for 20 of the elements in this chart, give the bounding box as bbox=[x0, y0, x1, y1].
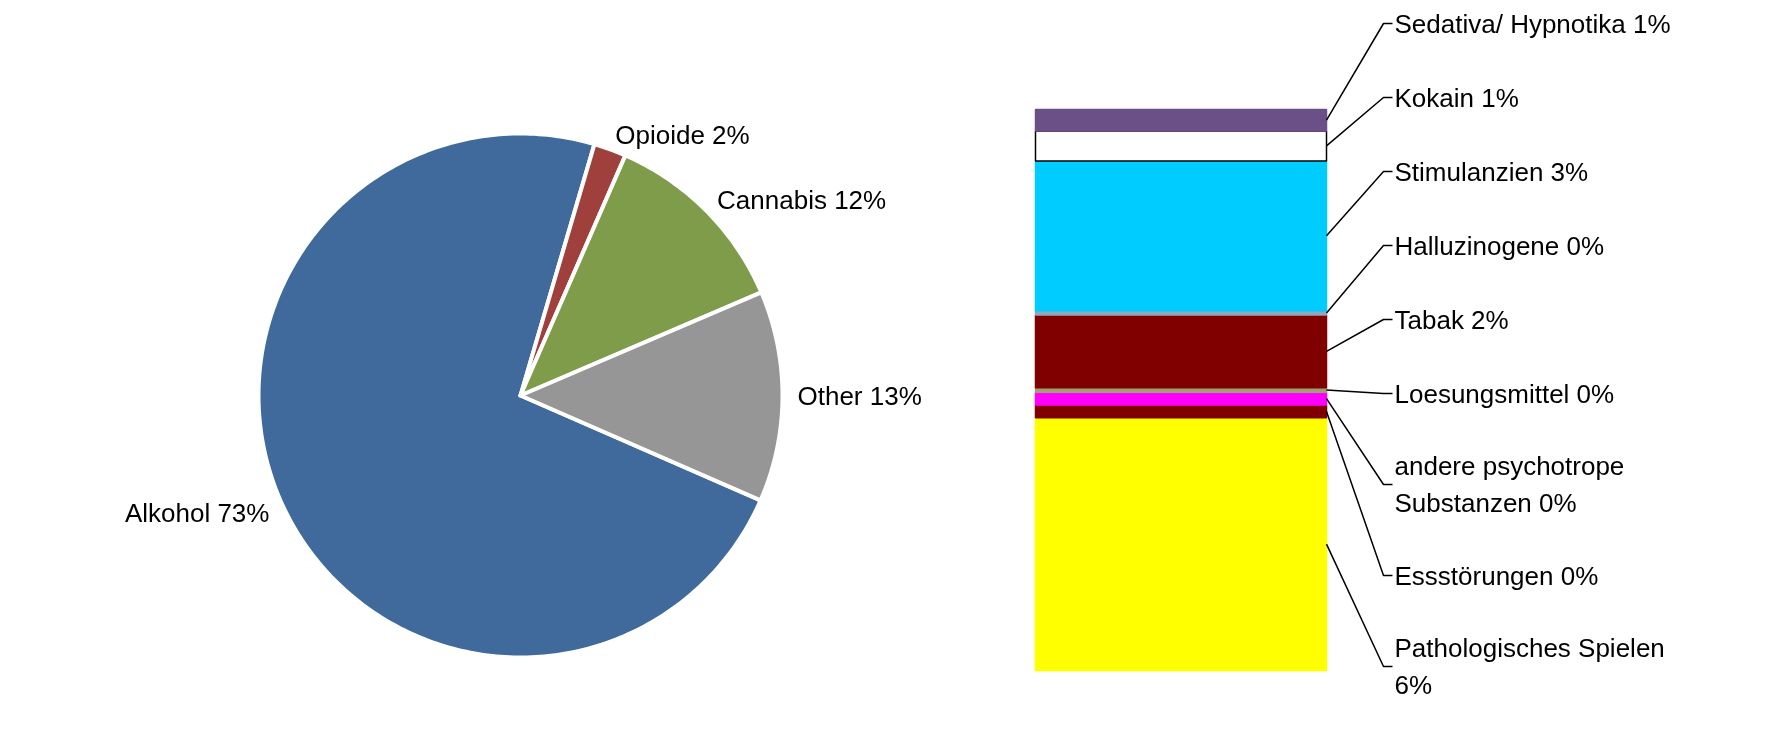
slice-label: Opioide 2% bbox=[615, 120, 750, 151]
bar bbox=[1034, 391, 1328, 406]
text: Essstörungen 0% bbox=[1394, 560, 1599, 591]
slice-label: Other 13% bbox=[797, 381, 922, 412]
text: andere psychotrope Substanzen 0% bbox=[1394, 450, 1625, 519]
slice-label: Cannabis 12% bbox=[717, 185, 887, 216]
text: Halluzinogene 0% bbox=[1394, 230, 1605, 261]
text: Sedativa/ Hypnotika 1% bbox=[1394, 8, 1671, 39]
bar bbox=[1034, 108, 1328, 132]
bar bbox=[1034, 404, 1328, 419]
slice-label: Alkohol 73% bbox=[124, 497, 270, 528]
data-label: 6% bbox=[1394, 670, 1433, 701]
text: Stimulanzien 3% bbox=[1394, 156, 1589, 187]
text: Pathologisches Spielen bbox=[1394, 632, 1665, 663]
bar bbox=[1034, 314, 1328, 389]
text: Loesungsmittel 0% bbox=[1394, 378, 1615, 409]
text: Kokain 1% bbox=[1394, 82, 1519, 113]
text: Tabak 2% bbox=[1394, 304, 1509, 335]
bar bbox=[1034, 160, 1328, 312]
bar bbox=[1034, 417, 1328, 672]
